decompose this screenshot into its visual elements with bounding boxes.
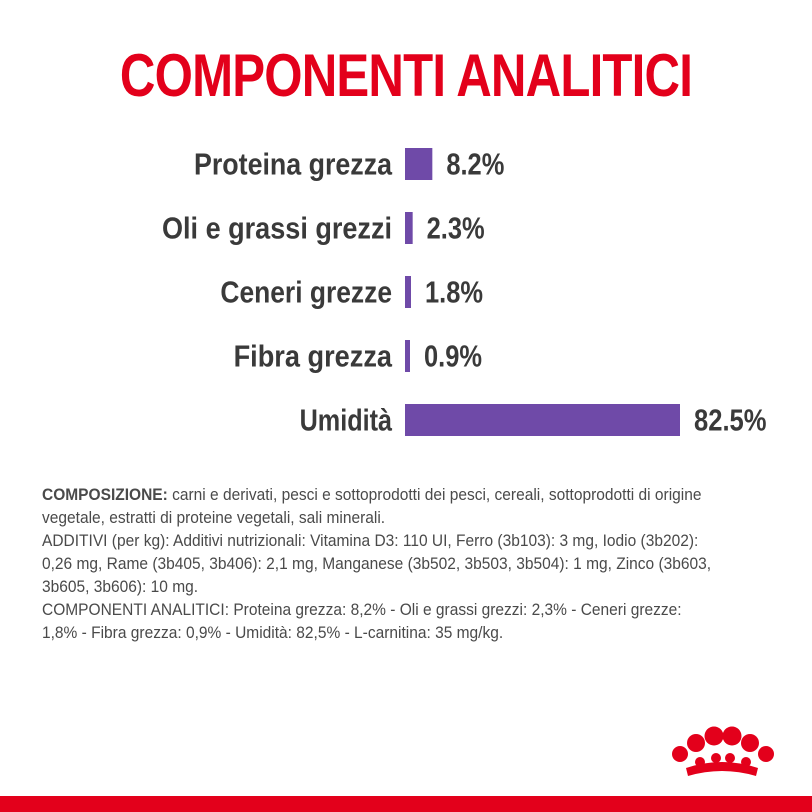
value-label: 82.5% <box>694 403 767 438</box>
value-label: 1.8% <box>425 275 483 310</box>
category-label: Umidità <box>300 403 393 438</box>
bar <box>405 404 680 436</box>
category-label: Proteina grezza <box>194 147 393 182</box>
bar <box>405 340 410 372</box>
category-label: Fibra grezza <box>234 339 393 374</box>
composition-text-block: COMPOSIZIONE: carni e derivati, pesci e … <box>42 484 719 645</box>
bar <box>405 276 411 308</box>
page-title: COMPONENTI ANALITICI <box>119 42 693 109</box>
value-label: 0.9% <box>424 339 482 374</box>
componenti-paragraph: COMPONENTI ANALITICI: Proteina grezza: 8… <box>42 601 682 642</box>
composizione-heading: COMPOSIZIONE: <box>42 486 168 504</box>
category-label: Oli e grassi grezzi <box>162 211 392 246</box>
composizione-paragraph: COMPOSIZIONE: carni e derivati, pesci e … <box>42 484 719 530</box>
composition-bar-chart: Proteina grezza 8.2% Oli e grassi grezzi 2.… <box>162 147 767 438</box>
additivi-paragraph: ADDITIVI (per kg): Additivi nutrizionali… <box>42 532 712 596</box>
royal-canin-crown-icon <box>672 726 774 776</box>
bar <box>405 148 433 180</box>
bar <box>405 212 413 244</box>
value-label: 2.3% <box>427 211 485 246</box>
category-label: Ceneri grezze <box>220 275 392 310</box>
bottom-brand-bar <box>0 796 812 812</box>
value-label: 8.2% <box>446 147 504 182</box>
composizione-text: carni e derivati, pesci e sottoprodotti … <box>42 486 702 527</box>
